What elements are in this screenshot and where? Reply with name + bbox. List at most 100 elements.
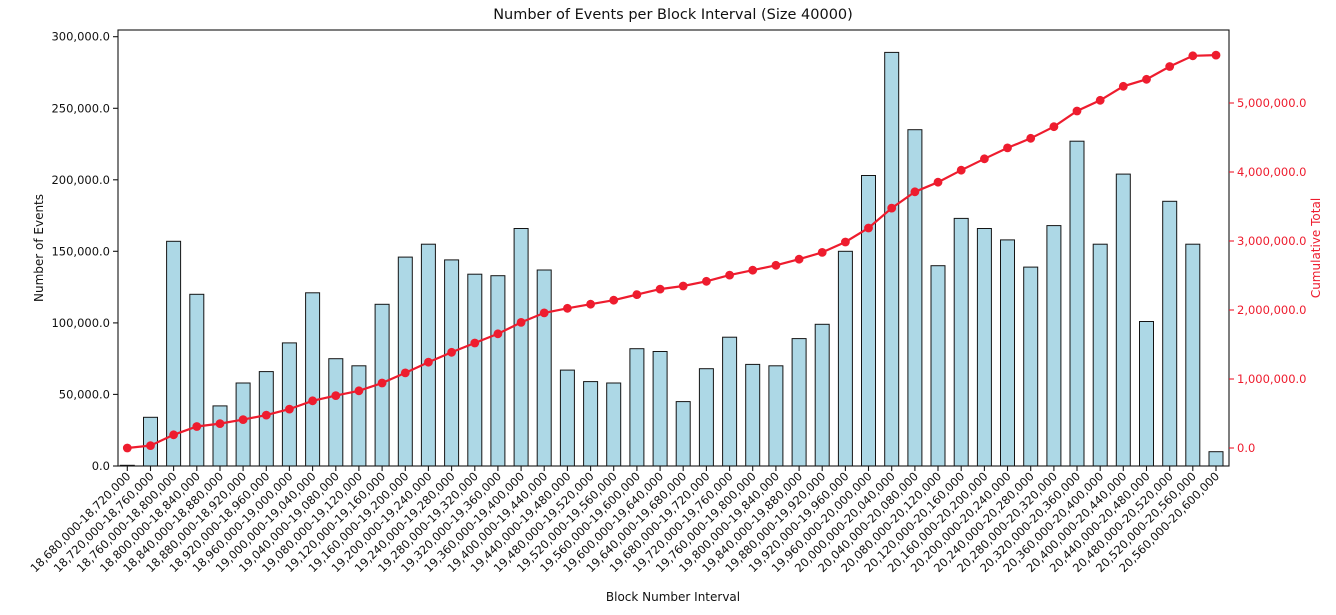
bar (513, 228, 529, 467)
y-tick-label-right: 3,000,000.0 (1237, 234, 1307, 248)
cumulative-point (609, 295, 619, 305)
cumulative-point (980, 154, 989, 164)
cumulative-point (841, 237, 850, 247)
cumulative-point (122, 443, 132, 453)
bar (629, 348, 645, 467)
y-tick-label-right: 0.0 (1237, 441, 1255, 455)
cumulative-point (447, 347, 456, 357)
bar (722, 336, 738, 467)
bar (189, 293, 205, 467)
y-tick-label-left: 50,000.0 (59, 387, 110, 401)
cumulative-point (261, 410, 271, 420)
y-tick-label-left: 200,000.0 (51, 173, 110, 187)
bar (583, 381, 599, 467)
cumulative-point (1142, 74, 1151, 84)
bar (884, 51, 900, 467)
bar (559, 369, 575, 467)
bar (328, 358, 344, 467)
y-tick-label-left: 100,000.0 (51, 316, 110, 330)
y-axis-title-right: Cumulative Total (1309, 198, 1323, 298)
bar (536, 269, 552, 467)
bar (444, 259, 460, 467)
cumulative-point (215, 419, 225, 428)
cumulative-point (586, 299, 595, 309)
cumulative-point (956, 165, 966, 175)
bar (953, 217, 969, 467)
bar (791, 338, 807, 467)
bar (652, 351, 668, 467)
cumulative-point (424, 357, 433, 367)
cumulative-point (748, 265, 758, 275)
bar (351, 365, 367, 467)
cumulative-point (285, 404, 294, 414)
bar (698, 368, 714, 467)
y-tick-label-left: 150,000.0 (51, 244, 110, 258)
cumulative-point (632, 290, 642, 299)
bar (1162, 200, 1178, 467)
cumulative-point (655, 284, 665, 294)
cumulative-point (864, 223, 873, 233)
y-tick-label-right: 5,000,000.0 (1237, 96, 1307, 110)
x-axis-title: Block Number Interval (606, 590, 740, 604)
y-axis-title-left: Number of Events (32, 194, 46, 302)
cumulative-point (400, 368, 410, 378)
bar (1023, 266, 1039, 467)
y-tick-label-right: 4,000,000.0 (1237, 165, 1307, 179)
cumulative-point (539, 308, 549, 318)
cumulative-point (1188, 51, 1198, 61)
bar (1139, 321, 1154, 467)
axes-spines (117, 29, 1230, 467)
bar (745, 363, 761, 467)
cumulative-point (702, 276, 711, 286)
bar (490, 275, 506, 467)
bar (768, 365, 784, 467)
bar (235, 382, 251, 467)
cumulative-point (1095, 95, 1105, 105)
bar (606, 382, 622, 467)
cumulative-point (493, 329, 503, 339)
bar (1046, 225, 1062, 467)
bar (861, 175, 876, 467)
cumulative-point (354, 386, 364, 396)
cumulative-point (725, 270, 734, 280)
bar (212, 405, 228, 467)
cumulative-point (238, 415, 248, 424)
cumulative-point (1072, 106, 1082, 116)
bar (837, 250, 853, 467)
bar (1115, 173, 1131, 467)
bar (1069, 140, 1085, 467)
cumulative-point (1026, 133, 1036, 143)
y-tick-label-left: 0.0 (92, 459, 110, 473)
bar (397, 256, 413, 467)
cumulative-point (887, 203, 897, 213)
chart-title: Number of Events per Block Interval (Siz… (493, 7, 853, 23)
bar (1092, 243, 1108, 467)
cumulative-point (1003, 143, 1012, 153)
y-tick-label-left: 250,000.0 (51, 101, 110, 115)
bar (1000, 239, 1015, 467)
bar (305, 292, 321, 467)
cumulative-point (331, 391, 341, 400)
cumulative-point (1049, 122, 1059, 132)
cumulative-point (563, 303, 572, 313)
bar (467, 273, 483, 467)
cumulative-point (794, 254, 804, 264)
cumulative-point (516, 318, 526, 327)
bar (907, 129, 923, 467)
cumulative-point (1118, 81, 1128, 91)
cumulative-point (377, 378, 387, 388)
bar (1185, 243, 1201, 467)
bar (1208, 451, 1224, 467)
cumulative-point (817, 248, 827, 257)
cumulative-point (771, 260, 781, 270)
plot-area: 0.0 50,000.0 100,000.0 150,000.0 200,000.0 25… (27, 29, 1307, 575)
cumulative-point (169, 430, 179, 440)
cumulative-point (933, 177, 943, 187)
bar (976, 228, 992, 467)
cumulative-point (308, 396, 317, 406)
bar (281, 342, 297, 467)
cumulative-point (1211, 50, 1221, 60)
bar (420, 243, 436, 467)
y-tick-label-right: 1,000,000.0 (1237, 372, 1307, 386)
